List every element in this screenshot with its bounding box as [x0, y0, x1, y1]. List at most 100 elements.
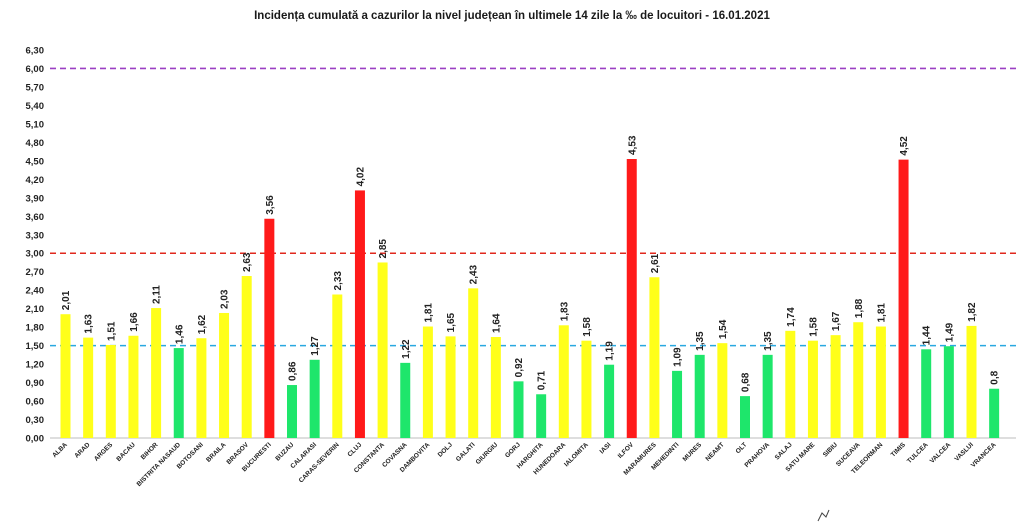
bar	[377, 262, 388, 438]
data-label: 1,67	[831, 311, 842, 331]
y-tick-label: 2,40	[26, 286, 45, 297]
bar	[196, 338, 207, 438]
y-tick-label: 3,00	[26, 249, 45, 260]
data-label: 0,92	[514, 357, 525, 377]
data-label: 1,82	[967, 302, 978, 322]
x-tick-label: TIMIS	[890, 441, 908, 459]
bar	[241, 276, 252, 438]
x-tick-label: ARAD	[73, 441, 91, 459]
bar	[422, 326, 433, 438]
bar	[853, 322, 864, 438]
y-tick-label: 6,00	[26, 64, 45, 75]
bar	[60, 314, 71, 438]
x-tick-label: BACAU	[115, 441, 137, 463]
bar	[332, 294, 343, 438]
data-label: 0,8	[990, 370, 1001, 384]
bar	[581, 340, 592, 438]
x-tick-label: VRANCEA	[970, 441, 998, 469]
x-tick-label: GALATI	[455, 441, 477, 463]
bar	[400, 362, 411, 438]
bar	[694, 354, 705, 438]
bar	[626, 159, 637, 438]
y-tick-label: 6,30	[26, 46, 45, 57]
chart-title: Incidența cumulată a cazurilor la nivel …	[254, 10, 770, 22]
data-label: 1,35	[695, 331, 706, 351]
data-label: 1,64	[491, 313, 502, 333]
x-tick-label: MURES	[682, 441, 704, 463]
bar	[445, 336, 456, 438]
data-label: 2,85	[378, 239, 389, 259]
x-tick-label: CARAS-SEVERIN	[298, 441, 341, 484]
bar	[287, 385, 297, 438]
y-tick-label: 0,30	[26, 415, 45, 426]
bar	[264, 218, 275, 438]
data-label: 2,03	[220, 289, 231, 309]
x-tick-label: DOLJ	[437, 441, 454, 458]
x-tick-label: IASI	[599, 441, 613, 455]
bar	[740, 396, 750, 438]
bar	[989, 388, 1000, 438]
y-tick-label: 3,30	[26, 230, 45, 241]
data-label: 1,49	[944, 322, 955, 342]
data-label: 1,65	[446, 312, 457, 332]
data-label: 2,43	[469, 264, 480, 284]
data-label: 3,56	[265, 195, 276, 215]
data-label: 1,81	[876, 303, 887, 323]
data-label: 1,35	[763, 331, 774, 351]
data-label: 2,01	[61, 290, 72, 310]
x-tick-label: OLT	[735, 441, 749, 455]
y-axis-ticks: 0,00 0,30 0,60 0,90 1,20 1,50 1,80 2,10 2,40 2,70…	[26, 46, 45, 445]
x-tick-label: GORJ	[504, 441, 522, 459]
bar	[762, 354, 773, 438]
y-tick-label: 3,60	[26, 212, 45, 223]
data-label: 1,88	[854, 298, 865, 318]
x-tick-label: BRAILA	[205, 441, 228, 464]
data-label: 2,63	[242, 252, 253, 272]
data-label: 1,09	[673, 347, 684, 367]
x-tick-label: IALOMITA	[563, 441, 590, 468]
bar	[173, 348, 184, 438]
data-label: 1,19	[605, 341, 616, 361]
bar	[105, 345, 116, 438]
y-tick-label: 5,70	[26, 82, 45, 93]
bar	[354, 190, 365, 438]
y-tick-label: 0,60	[26, 397, 45, 408]
x-tick-label: SIBIU	[822, 441, 839, 458]
data-label: 0,71	[537, 370, 548, 390]
bar	[468, 288, 479, 438]
x-tick-label: ALBA	[51, 441, 69, 459]
bar	[830, 335, 841, 438]
data-label: 1,66	[129, 312, 140, 332]
data-label: 1,74	[786, 307, 797, 327]
y-tick-label: 1,80	[26, 323, 45, 334]
bar	[558, 325, 569, 438]
x-tick-label: CLUJ	[346, 441, 363, 458]
data-label: 2,33	[333, 271, 344, 291]
bar	[898, 159, 909, 438]
data-label: 4,52	[899, 136, 910, 156]
bars	[60, 159, 1000, 438]
data-label: 1,51	[106, 321, 117, 341]
data-label: 1,83	[559, 301, 570, 321]
bar	[604, 364, 615, 438]
data-label: 4,02	[355, 167, 366, 187]
data-label: 1,27	[310, 336, 321, 356]
bar	[943, 346, 954, 438]
data-label: 1,22	[401, 339, 412, 359]
x-tick-label: ARGES	[93, 441, 115, 463]
y-tick-label: 5,40	[26, 101, 45, 112]
y-tick-label: 3,90	[26, 193, 45, 204]
x-tick-label: TULCEA	[906, 441, 930, 465]
data-label: 0,86	[288, 361, 299, 381]
data-label: 2,61	[650, 253, 661, 273]
y-tick-label: 1,20	[26, 360, 45, 371]
x-tick-label: ILFOV	[617, 441, 636, 460]
data-label: 4,53	[627, 135, 638, 155]
data-label: 2,11	[152, 285, 163, 304]
y-tick-label: 4,50	[26, 156, 45, 167]
data-labels: 2,01 1,63 1,51 1,66 2,11 1,46 1,62 2,03 2,63 3,56…	[61, 135, 1001, 392]
data-label: 1,81	[423, 303, 434, 323]
bar	[649, 277, 660, 438]
